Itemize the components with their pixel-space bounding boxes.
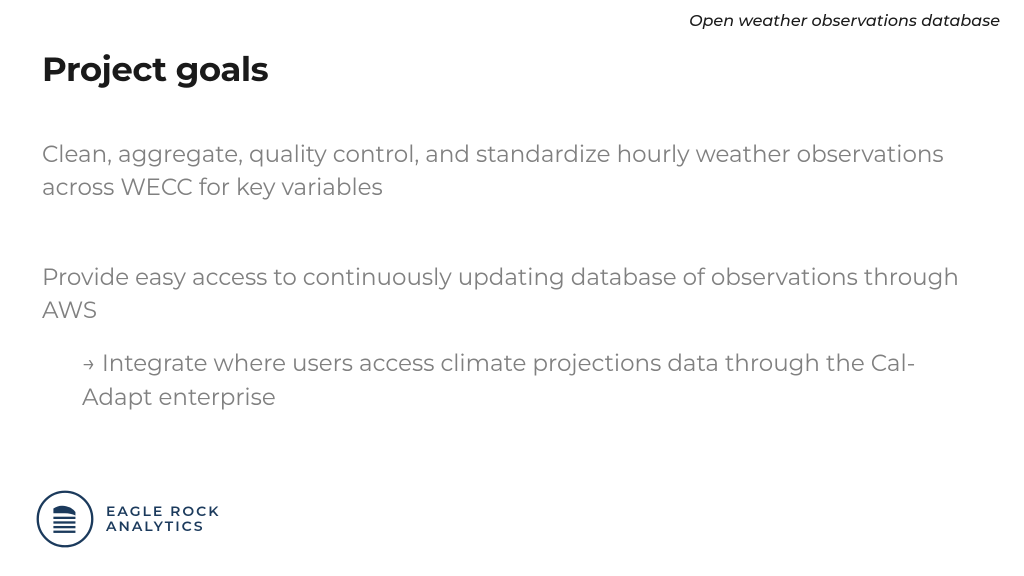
logo: EAGLE ROCK ANALYTICS <box>36 490 220 548</box>
page-title: Project goals <box>42 48 268 90</box>
goal-item-2: Provide easy access to continuously upda… <box>42 261 982 328</box>
eagle-logo-icon <box>36 490 94 548</box>
goal-sub-item: → Integrate where users access climate p… <box>82 347 982 414</box>
logo-text: EAGLE ROCK ANALYTICS <box>106 504 220 535</box>
header-label: Open weather observations database <box>689 12 1000 31</box>
goal-item-1: Clean, aggregate, quality control, and s… <box>42 138 982 205</box>
content-area: Clean, aggregate, quality control, and s… <box>42 138 982 414</box>
logo-line-2: ANALYTICS <box>106 519 220 534</box>
